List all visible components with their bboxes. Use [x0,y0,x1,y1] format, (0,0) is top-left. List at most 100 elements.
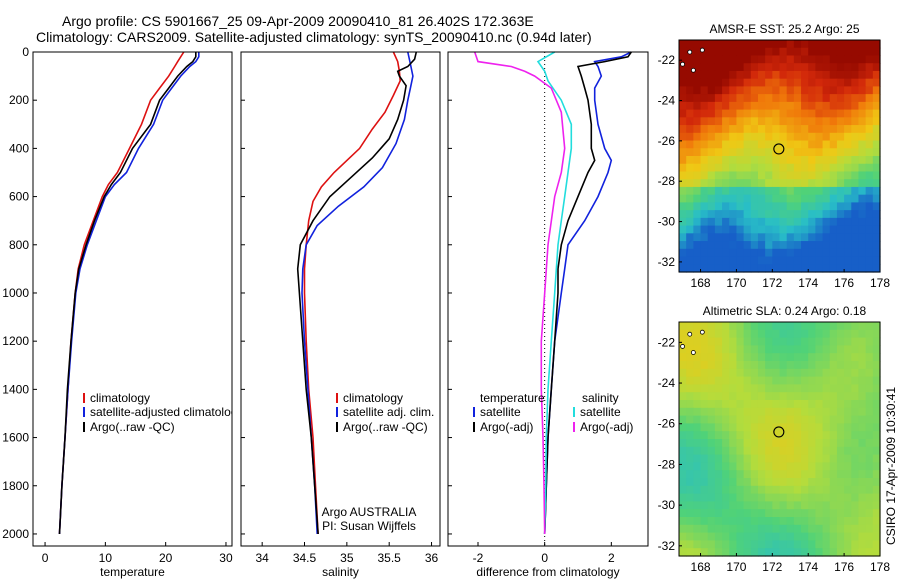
salinity-xtick-label: 35 [340,551,354,565]
sla_map-frame [678,321,881,557]
sla_map-xtick-label: 168 [691,560,711,574]
annotation-pi: PI: Susan Wijffels [322,519,416,533]
difference-plot-frame [447,51,649,547]
temperature-ytick-label: 0 [22,45,29,59]
sst_map-xtick-label: 168 [691,276,711,290]
annotation-institution: Argo AUSTRALIA [322,505,417,519]
temperature-ytick-label: 600 [9,190,29,204]
salinity-xtick-label: 34.5 [293,551,317,565]
difference-legend-header: temperature [480,391,545,405]
sst_map-ytick-label: -26 [658,134,676,148]
sla_map-title: Altimetric SLA: 0.24 Argo: 0.18 [703,304,867,318]
sla_map-island [690,350,696,355]
temperature-ytick-label: 400 [9,141,29,155]
sst_map-ytick-label: -22 [658,53,676,67]
sla_map-xtick-label: 172 [762,560,782,574]
temperature-ytick-label: 1600 [2,431,29,445]
header-line-2: Climatology: CARS2009. Satellite-adjuste… [36,29,592,45]
temperature-ytick-label: 200 [9,93,29,107]
sla-map-panel: 168 170 172 174 176 178 -22 -24 -26 -28 -30 -32 Alti… [658,304,891,574]
salinity-legend-entry: climatology [343,391,403,405]
salinity-legend-entry: Argo(..raw -QC) [343,420,428,434]
sla_map-ytick-label: -26 [658,417,676,431]
salinity-series-line-0 [303,51,402,535]
sst_map-xtick-label: 178 [870,276,890,290]
difference-xtick-label: 0 [541,551,548,565]
temperature-ytick-label: 2000 [2,527,29,541]
sst_map-ytick-label: -30 [658,215,676,229]
salinity-xtick-label: 34 [255,551,269,565]
sst-map-panel: 168 170 172 174 176 178 -22 -24 -26 -28 -30 -32 AMSR… [658,22,891,290]
sla_map-ytick-label: -24 [658,376,676,390]
sst_map-xtick-label: 174 [798,276,818,290]
difference-xtick-label: -2 [473,551,484,565]
salinity-plot-frame [240,51,441,547]
sst_map-ytick-label: -28 [658,174,676,188]
temperature-ytick-label: 1000 [2,286,29,300]
sst_map-island [687,49,693,55]
temperature-series-line-1 [58,52,200,535]
sla_map-xtick-label: 174 [798,560,818,574]
sst_map-xtick-label: 170 [726,276,746,290]
header-line-1: Argo profile: CS 5901667_25 09-Apr-2009 … [62,13,534,29]
sla_map-field [679,322,881,557]
sst_map-island [699,47,705,53]
sla_map-island [687,331,693,337]
difference-legend-entry: satellite [580,405,621,419]
temperature-xtick-label: 10 [99,551,113,565]
temperature-plot-frame [32,51,233,547]
temperature-panel: 0 10 20 30 temperature 0 200 400 600 800 1000 1200 1… [2,45,243,579]
sst_map-ytick-label: -24 [658,94,676,108]
difference-xtick-label: 2 [608,551,615,565]
sla_map-xtick-label: 176 [834,560,854,574]
sla_map-island [680,344,685,349]
difference-series-line-3 [473,51,566,535]
sst_map-ytick-label: -32 [658,255,676,269]
sla_map-ytick-label: -22 [658,335,676,349]
salinity-series-line-1 [301,51,414,535]
sst_map-title: AMSR-E SST: 25.2 Argo: 25 [709,22,859,36]
salinity-xlabel: salinity [322,565,359,579]
temperature-xlabel: temperature [100,565,165,579]
sst_map-island [690,67,696,73]
difference-legend-entry: Argo(-adj) [480,420,533,434]
difference-legend-entry: satellite [480,405,521,419]
temperature-ytick-label: 800 [9,238,29,252]
difference-legend-entry: Argo(-adj) [580,420,633,434]
sla_map-ytick-label: -28 [658,457,676,471]
sla_map-xtick-label: 170 [726,560,746,574]
sst_map-field [679,40,881,273]
salinity-xtick-label: 36 [425,551,439,565]
sla_map-island [699,329,705,335]
side-timestamp: CSIRO 17-Apr-2009 10:30:41 [884,387,898,545]
temperature-ytick-label: 1200 [2,334,29,348]
sst_map-frame [678,39,881,273]
salinity-series-line-2 [296,51,418,535]
salinity-legend-entry: satellite adj. clim. [343,405,434,419]
temperature-series-line-2 [58,52,197,535]
temperature-xtick-label: 20 [159,551,173,565]
sst_map-xtick-label: 172 [762,276,782,290]
sst_map-island [680,61,685,67]
difference-xlabel: difference from climatology [476,565,619,579]
temperature-legend-entry: climatology [90,391,150,405]
sla_map-xtick-label: 178 [870,560,890,574]
sst_map-xtick-label: 176 [834,276,854,290]
difference-series-line-1 [543,51,632,535]
sla_map-argo-position-marker [773,426,785,438]
temperature-legend-entry: satellite-adjusted climatology [90,405,243,419]
temperature-ytick-label: 1400 [2,382,29,396]
sst_map-argo-position-marker [773,143,785,155]
sla_map-ytick-label: -32 [658,539,676,553]
difference-series-line-2 [536,51,573,535]
temperature-ytick-label: 1800 [2,479,29,493]
temperature-legend-entry: Argo(..raw -QC) [90,420,175,434]
temperature-xtick-label: 30 [219,551,233,565]
temperature-series-line-0 [58,51,185,535]
salinity-panel: 34 34.5 35 35.5 36 salinity climatologysatelli… [240,51,441,579]
salinity-xtick-label: 35.5 [378,551,402,565]
difference-legend-header: salinity [582,391,619,405]
